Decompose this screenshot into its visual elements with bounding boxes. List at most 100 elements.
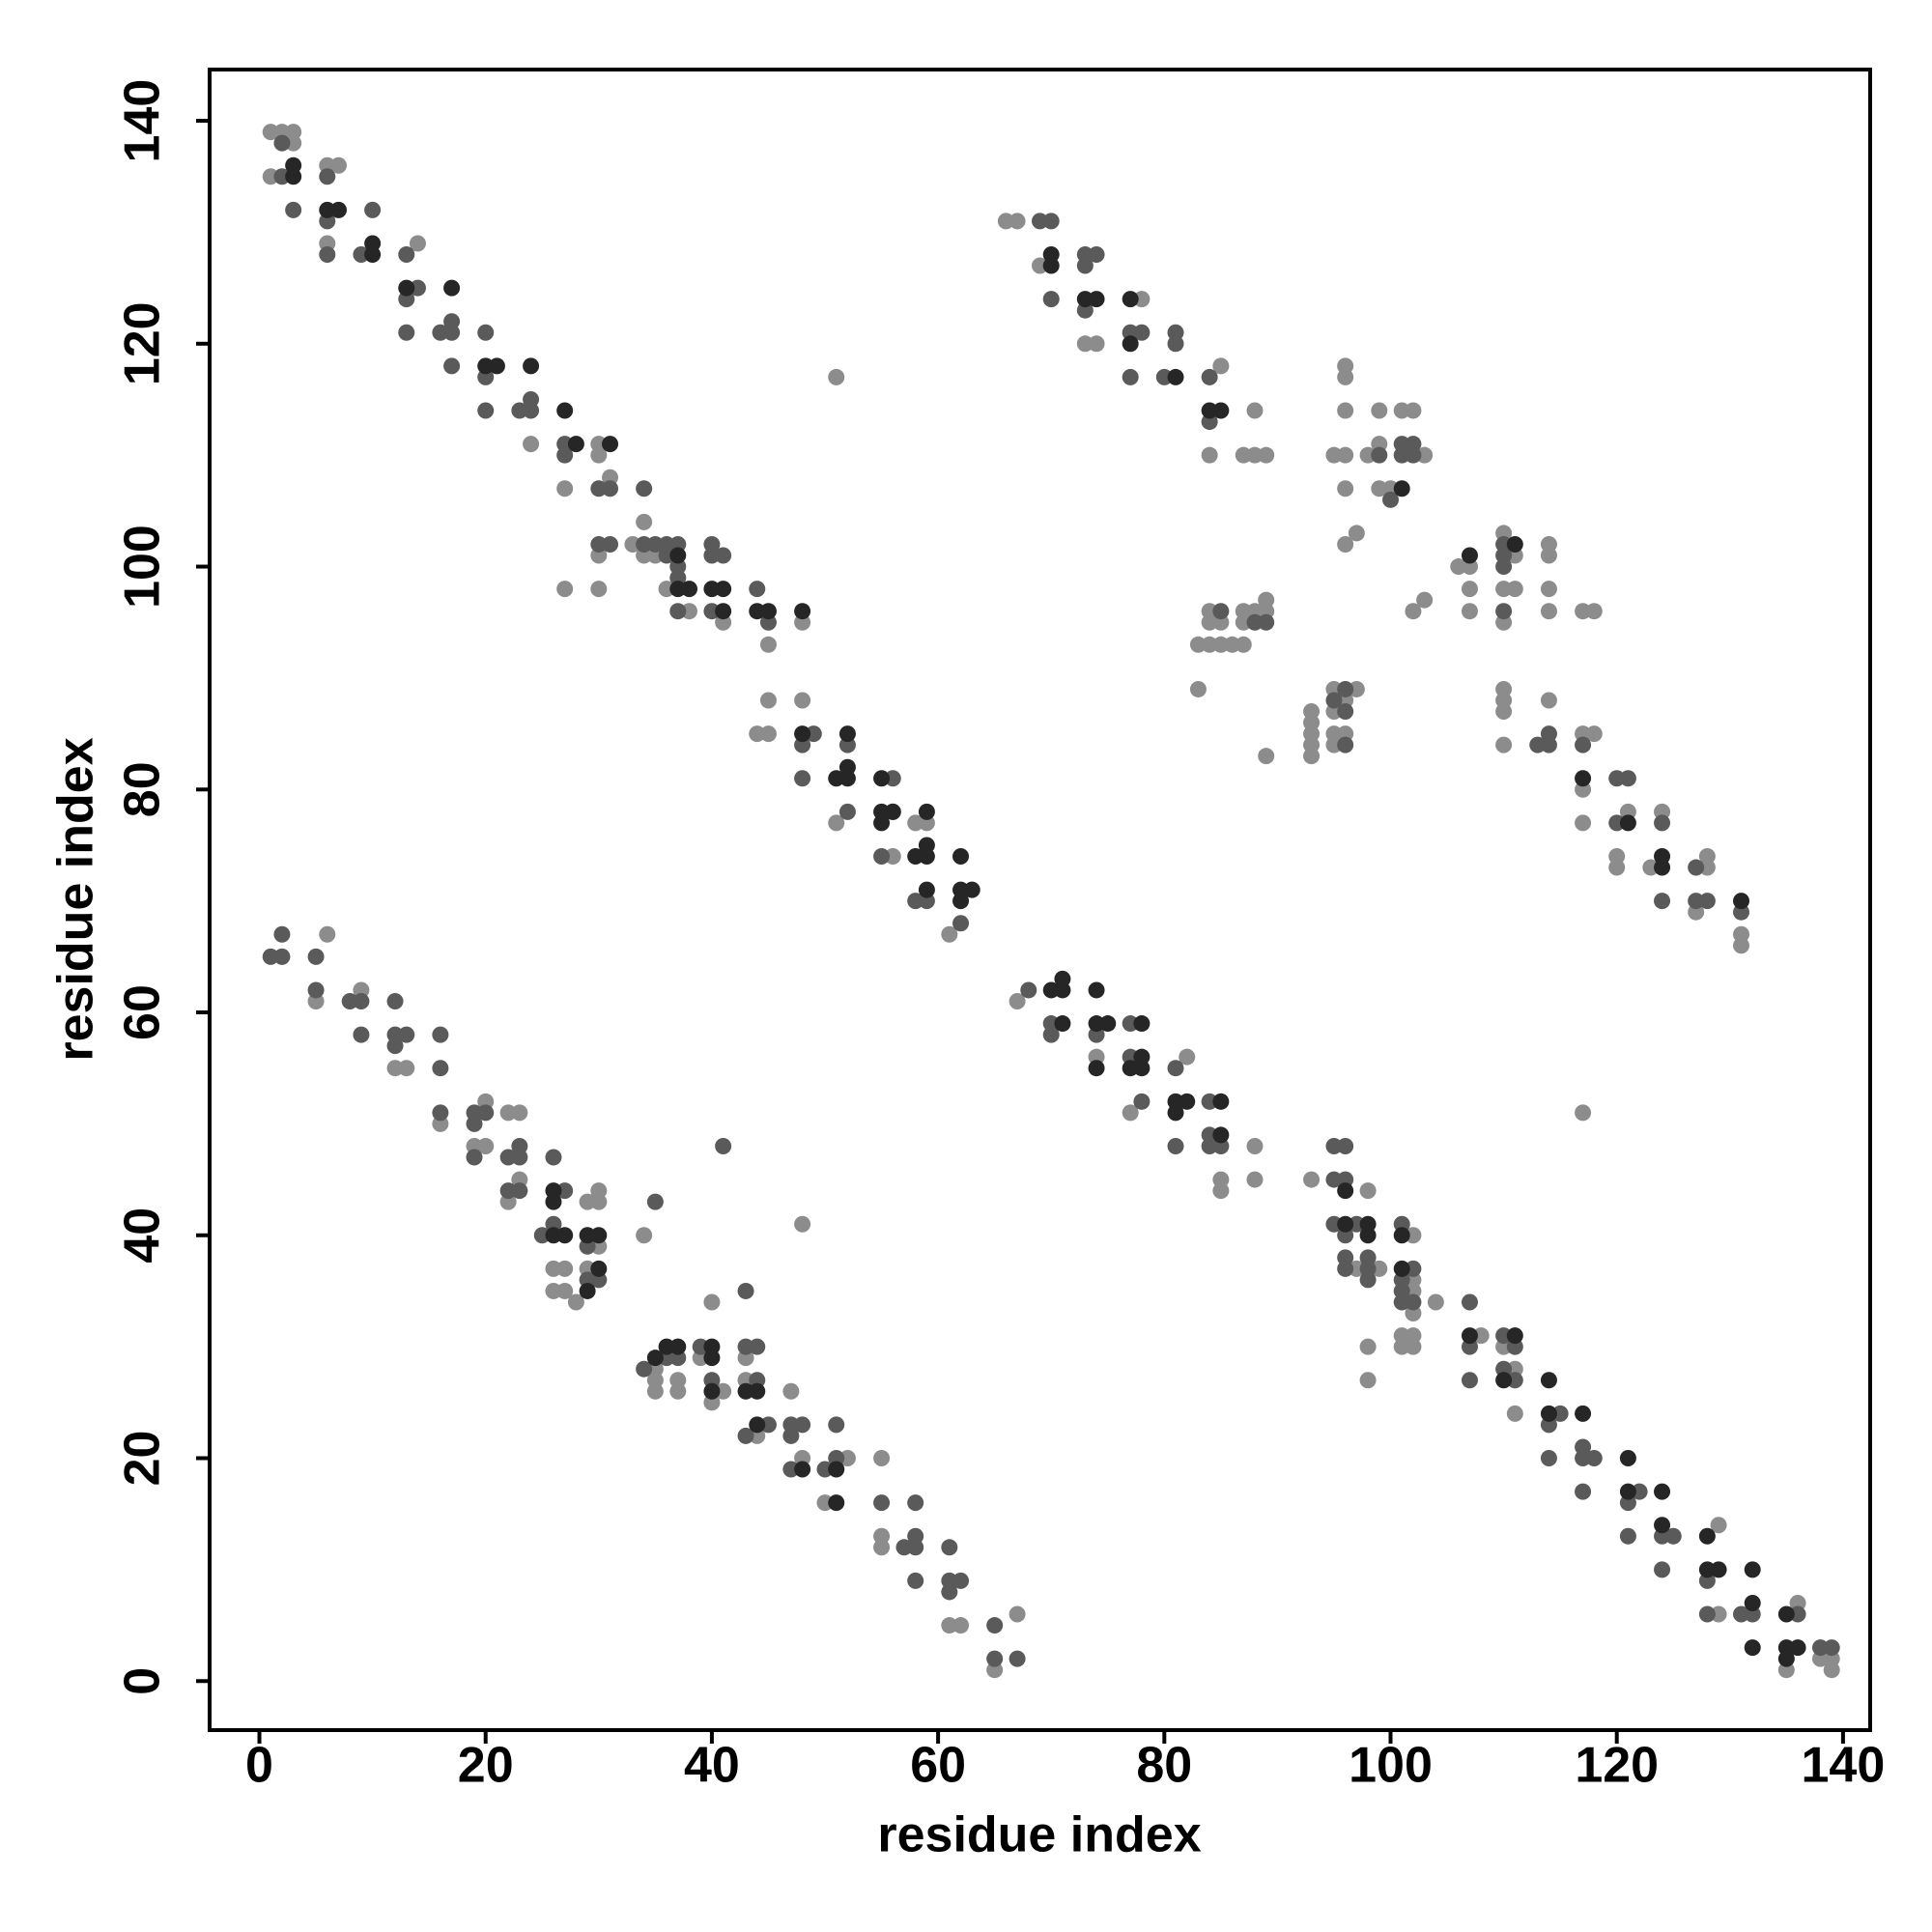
point [488,357,505,375]
point [1585,1449,1603,1466]
point [273,168,291,185]
point [1224,636,1241,653]
x-tick-label: 100 [1349,1738,1433,1794]
point [1337,1182,1354,1200]
point [398,1026,415,1043]
point [1698,859,1716,876]
point [828,1461,845,1478]
point [895,1539,913,1556]
point [1777,1650,1795,1667]
point [1122,368,1139,385]
point [1179,1048,1196,1065]
point [737,1338,754,1355]
point [907,848,924,866]
point [918,803,935,820]
point [669,581,687,598]
point [1393,1293,1410,1311]
point [838,758,856,776]
point [749,581,766,598]
point [398,1060,415,1077]
y-tick-label: 20 [115,1431,171,1487]
point [545,1193,562,1210]
y-tick-label: 140 [115,79,171,163]
point [1337,480,1354,497]
point [579,1282,596,1299]
point [1325,1171,1343,1188]
point [398,324,415,341]
point [759,603,777,620]
point [952,1617,970,1634]
point [590,535,608,553]
point [1359,1338,1377,1355]
point [907,814,924,832]
point [353,246,370,264]
point [907,893,924,910]
point [1619,1483,1636,1500]
point [1495,558,1513,576]
point [1325,736,1343,753]
point [1461,547,1478,564]
point [1506,1372,1523,1389]
point [873,814,891,832]
point [838,1449,856,1466]
point [556,1260,574,1277]
point [794,1461,811,1478]
point [1789,1639,1806,1657]
point [364,246,382,264]
point [759,725,777,743]
point [1540,1405,1557,1422]
point [1122,1060,1139,1077]
x-tick-label: 80 [1136,1738,1192,1794]
point [1325,446,1343,464]
point [499,1182,517,1200]
y-tick-label: 80 [115,761,171,817]
point [794,603,811,620]
point [1088,1060,1105,1077]
point [1608,770,1626,787]
point [838,725,856,743]
point [285,168,302,185]
point [432,1026,449,1043]
point [590,1260,608,1277]
point [1575,1449,1592,1466]
point [1575,770,1592,787]
plot-frame [208,68,1872,1732]
point [1710,1605,1727,1623]
point [1654,1517,1671,1534]
point [794,1416,811,1434]
point [1359,446,1377,464]
point [794,1215,811,1233]
point [624,535,641,553]
point [737,1427,754,1444]
point [1246,1137,1264,1154]
point [703,1350,721,1367]
point [1122,1015,1139,1033]
point [1009,1650,1026,1667]
x-tick-label: 120 [1575,1738,1659,1794]
point [307,981,325,999]
point [590,1227,608,1244]
point [703,1293,721,1311]
point [1371,1260,1388,1277]
y-axis-title: residue index [48,737,104,1061]
point [1631,1483,1648,1500]
point [329,156,347,174]
x-tick-label: 60 [910,1738,966,1794]
point [432,1104,449,1122]
point [285,134,302,152]
point [1212,603,1230,620]
point [1585,603,1603,620]
point [1495,1372,1513,1389]
point [1405,1338,1422,1355]
point [1744,1594,1761,1611]
point [319,168,336,185]
point [1235,603,1252,620]
point [1823,1639,1840,1657]
point [1393,436,1410,453]
point [1506,1327,1523,1345]
point [1619,1527,1636,1545]
point [556,1282,574,1299]
point [1042,291,1060,308]
point [386,992,404,1009]
